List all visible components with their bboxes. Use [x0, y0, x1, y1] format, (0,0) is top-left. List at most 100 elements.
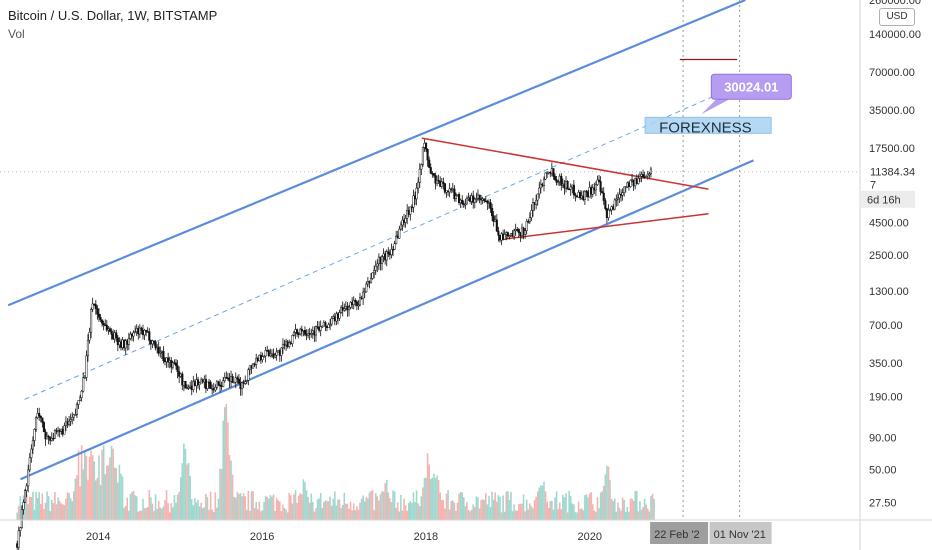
volume-bar — [538, 487, 541, 520]
candle-body — [508, 235, 511, 237]
volume-bar — [129, 493, 132, 520]
volume-bar — [98, 455, 100, 520]
volume-bar — [312, 501, 314, 520]
volume-bar — [106, 465, 108, 520]
candle-body — [31, 440, 34, 450]
volume-bar — [84, 450, 86, 520]
symbol-title[interactable]: Bitcoin / U.S. Dollar, 1W, BITSTAMP — [8, 8, 218, 23]
volume-bar — [420, 496, 423, 520]
price-axis[interactable]: 27.50 50.00 90.00 190.00 350.00 700.00 1300.00… — [859, 0, 932, 550]
candle-body — [233, 381, 236, 384]
candle-body — [143, 330, 146, 336]
volume-bar — [343, 492, 346, 520]
volume-bar — [46, 491, 48, 520]
candle-body — [63, 425, 66, 435]
volume-bar — [379, 494, 382, 520]
volume-bar — [422, 487, 424, 520]
volume-bar — [267, 498, 270, 520]
y-tick-label: 700.00 — [869, 320, 903, 332]
candle-body — [443, 183, 446, 193]
volume-bar — [418, 506, 421, 520]
candle-body — [503, 234, 506, 240]
volume-bar — [621, 497, 624, 520]
volume-bar — [360, 498, 363, 520]
volume-bar — [153, 511, 155, 520]
candle-body — [645, 175, 648, 178]
volume-bar — [209, 491, 212, 520]
volume-bar — [390, 502, 393, 520]
volume-bar — [400, 494, 402, 520]
drawing-layer[interactable] — [7, 0, 754, 481]
currency-button[interactable]: USD — [879, 8, 915, 26]
candle-body — [426, 148, 429, 161]
volume-bar — [530, 506, 533, 520]
volume-bar — [629, 498, 632, 520]
volume-bar — [547, 507, 550, 520]
volume-bar — [30, 497, 33, 520]
volume-bar — [569, 495, 572, 520]
volume-bar — [253, 508, 256, 520]
candle-body — [27, 469, 30, 487]
volume-bar — [532, 508, 534, 520]
volume-bar — [95, 480, 97, 520]
candle-body — [39, 415, 42, 418]
volume-bar — [286, 512, 289, 520]
volume-bar — [327, 501, 330, 520]
volume-bar — [173, 495, 176, 520]
volume-bar — [404, 505, 407, 520]
candle-body — [108, 328, 112, 332]
volume-bar — [496, 501, 498, 520]
candle-body — [374, 265, 377, 271]
candle-body — [42, 422, 45, 433]
candle-body — [637, 178, 640, 184]
volume-bar — [450, 501, 453, 520]
time-axis[interactable]: 2014 2016 2018 2020 22 Feb '2 01 Nov '21 — [0, 519, 932, 544]
volume-bar — [635, 490, 638, 520]
candle-body — [365, 283, 368, 293]
volume-bar — [480, 500, 482, 520]
volume-bar — [157, 501, 160, 520]
candle-body — [436, 180, 439, 184]
candle-body — [583, 191, 586, 200]
last-price-box — [861, 162, 932, 181]
candle-body — [385, 251, 388, 261]
volume-bar — [524, 511, 526, 520]
volume-bar — [283, 507, 286, 520]
volume-bar — [634, 490, 637, 520]
volume-bar — [214, 492, 217, 520]
volume-bar — [340, 507, 342, 520]
volume-bar — [461, 492, 464, 520]
volume-bar — [44, 502, 47, 520]
volume-bar — [632, 500, 635, 520]
x-tick-label: 2014 — [86, 531, 110, 543]
volume-bar — [307, 496, 309, 520]
candle-body — [343, 308, 346, 311]
volume-bar — [606, 465, 608, 520]
volume-bar — [228, 455, 231, 520]
candle-body — [291, 335, 294, 344]
volume-bar — [99, 485, 102, 520]
volume-bar — [266, 496, 269, 520]
volume-bar — [513, 504, 515, 520]
volume-bar — [631, 498, 633, 520]
volume-bar — [159, 507, 162, 520]
volume-bar — [38, 491, 40, 520]
volume-bar — [543, 481, 545, 520]
candle-body — [648, 173, 651, 176]
volume-bar — [256, 509, 259, 520]
volume-bar — [19, 496, 22, 520]
annotations[interactable]: 30024.01 FOREXNESS — [644, 73, 792, 136]
candle-body — [47, 435, 50, 438]
volume-bar — [39, 504, 42, 520]
candle-body — [94, 304, 97, 309]
candle-body — [528, 217, 531, 222]
volume-bar — [337, 499, 339, 520]
volume-bar — [201, 508, 204, 520]
volume-bar — [628, 511, 630, 520]
volume-bar — [27, 504, 29, 520]
candle-body — [25, 485, 28, 491]
volume-bar — [190, 499, 193, 520]
volume-indicator-label[interactable]: Vol — [8, 27, 25, 41]
volume-bar — [25, 494, 28, 520]
